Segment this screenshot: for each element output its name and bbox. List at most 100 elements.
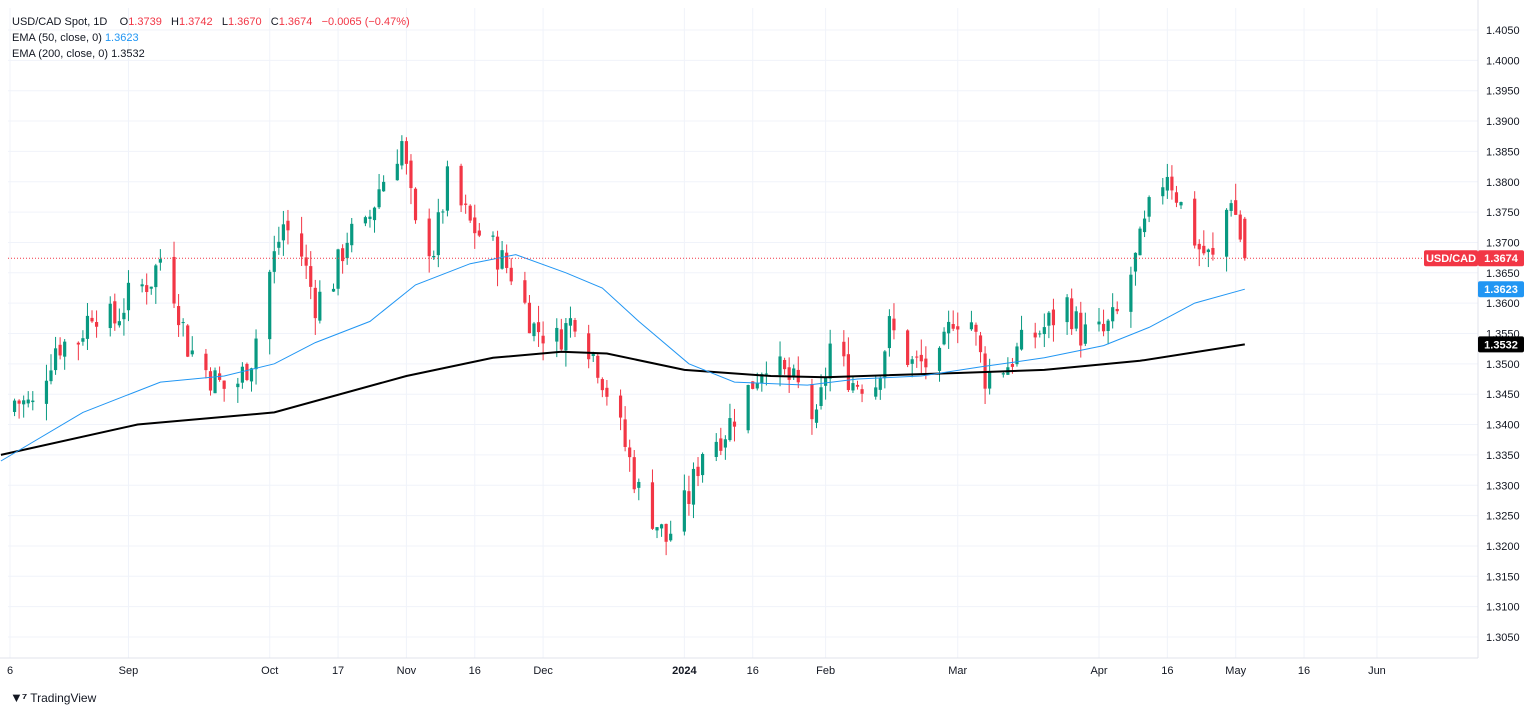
candle-down bbox=[427, 218, 431, 257]
candle-up bbox=[1142, 218, 1147, 233]
candle-up bbox=[1138, 228, 1142, 256]
x-tick-label: Mar bbox=[948, 665, 967, 677]
candle-down bbox=[1101, 323, 1106, 332]
ema200-line bbox=[0, 343, 1245, 456]
candle-up bbox=[336, 249, 340, 289]
candle-down bbox=[855, 384, 860, 387]
candle-down bbox=[208, 371, 213, 391]
candle-up bbox=[1019, 329, 1024, 350]
ema200-badge-bg bbox=[1478, 336, 1524, 353]
legend-high: 1.3742 bbox=[178, 16, 213, 28]
candle-up bbox=[181, 322, 185, 324]
candle-up bbox=[12, 400, 17, 412]
candle-down bbox=[924, 358, 928, 368]
legend-low-label: L bbox=[221, 16, 228, 28]
candle-down bbox=[495, 236, 500, 270]
candle-up bbox=[1133, 252, 1138, 272]
y-tick-label: 1.3700 bbox=[1486, 237, 1520, 249]
candle-down bbox=[587, 333, 591, 360]
candle-up bbox=[1165, 176, 1169, 191]
candle-down bbox=[842, 341, 846, 357]
candle-down bbox=[1170, 176, 1174, 191]
candle-down bbox=[145, 285, 149, 293]
candle-up bbox=[591, 353, 595, 356]
candle-up bbox=[1129, 274, 1133, 312]
candle-up bbox=[682, 490, 686, 532]
tradingview-brand[interactable]: ▼⁷ TradingView bbox=[10, 690, 96, 705]
candle-up bbox=[659, 524, 664, 529]
y-tick-label: 1.3250 bbox=[1486, 511, 1520, 523]
y-tick-label: 1.4050 bbox=[1486, 25, 1520, 37]
candle-up bbox=[1097, 321, 1101, 325]
legend-ema200-row: EMA (200, close, 0) 1.3532 bbox=[12, 46, 410, 62]
candle-up bbox=[728, 418, 732, 441]
candle-up bbox=[236, 383, 240, 388]
candle-down bbox=[618, 395, 623, 418]
candle-up bbox=[363, 217, 368, 224]
candle-down bbox=[58, 344, 62, 356]
x-tick-label: 16 bbox=[469, 665, 481, 677]
legend-ema50-row: EMA (50, close, 0) 1.3623 bbox=[12, 30, 410, 46]
candle-up bbox=[874, 387, 878, 397]
candle-up bbox=[441, 211, 445, 213]
candle-up bbox=[126, 282, 131, 311]
candle-up bbox=[1179, 202, 1183, 206]
candle-down bbox=[1174, 192, 1179, 203]
candle-down bbox=[664, 523, 668, 542]
legend-ohlc-row: USD/CAD Spot, 1D O1.3739 H1.3742 L1.3670… bbox=[12, 14, 410, 30]
y-tick-label: 1.3300 bbox=[1486, 480, 1520, 492]
candle-down bbox=[541, 335, 545, 344]
candle-down bbox=[1010, 364, 1015, 367]
candle-up bbox=[819, 387, 823, 406]
candle-down bbox=[113, 301, 117, 324]
legend-close: 1.3674 bbox=[278, 16, 313, 28]
candle-up bbox=[792, 368, 796, 378]
candle-down bbox=[527, 302, 532, 334]
candle-up bbox=[382, 181, 386, 192]
candle-up bbox=[655, 527, 659, 531]
candle-down bbox=[94, 322, 99, 327]
candle-up bbox=[149, 286, 153, 289]
candle-down bbox=[1243, 218, 1247, 259]
candle-up bbox=[350, 223, 354, 246]
candle-down bbox=[413, 188, 418, 221]
candle-down bbox=[17, 400, 21, 404]
candle-down bbox=[76, 342, 80, 345]
candle-up bbox=[318, 291, 322, 321]
candle-up bbox=[190, 350, 194, 355]
candle-up bbox=[814, 409, 819, 423]
candle-up bbox=[1047, 312, 1051, 326]
candle-up bbox=[108, 303, 112, 329]
candle-up bbox=[368, 216, 372, 219]
ema50-line bbox=[0, 254, 1245, 462]
candle-down bbox=[309, 266, 313, 287]
candle-up bbox=[714, 441, 718, 457]
candle-up bbox=[158, 259, 162, 263]
legend-low: 1.3670 bbox=[227, 16, 262, 28]
candle-down bbox=[1115, 308, 1119, 312]
candle-up bbox=[937, 347, 942, 371]
candle-down bbox=[1193, 198, 1197, 246]
candle-down bbox=[90, 317, 94, 322]
candle-up bbox=[691, 468, 696, 505]
candle-down bbox=[559, 329, 563, 350]
candle-up bbox=[49, 370, 53, 382]
y-tick-label: 1.3650 bbox=[1486, 268, 1520, 280]
candle-up bbox=[1206, 249, 1210, 253]
candle-up bbox=[26, 399, 30, 404]
candle-up bbox=[1111, 307, 1115, 322]
candle-up bbox=[910, 359, 914, 364]
y-tick-label: 1.4000 bbox=[1486, 55, 1520, 67]
legend-close-label: C bbox=[270, 16, 279, 28]
candle-down bbox=[1070, 298, 1074, 330]
candle-up bbox=[532, 323, 536, 337]
candle-down bbox=[623, 419, 627, 447]
candle-up bbox=[883, 351, 887, 379]
x-tick-label: 16 bbox=[1161, 665, 1173, 677]
y-tick-label: 1.3750 bbox=[1486, 207, 1520, 219]
candle-up bbox=[272, 251, 276, 272]
x-tick-label: Apr bbox=[1090, 665, 1107, 677]
candle-down bbox=[787, 367, 791, 380]
